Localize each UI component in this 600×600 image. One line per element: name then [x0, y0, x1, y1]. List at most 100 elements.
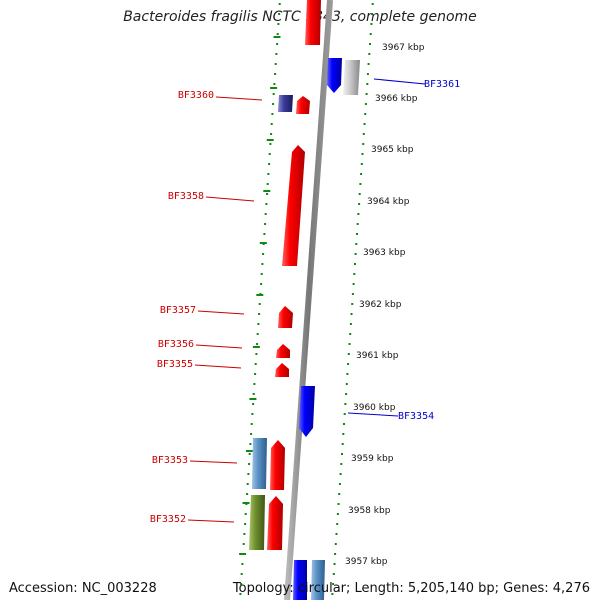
ruler-dot: [332, 573, 335, 575]
scale-label: 3958 kbp: [348, 506, 391, 516]
gene-bf3356[interactable]: [276, 344, 290, 358]
ruler-dot: [349, 323, 352, 325]
gene-label-bf3356[interactable]: BF3356: [158, 339, 194, 350]
label-leaders: [187, 78, 426, 523]
gene-bf3360[interactable]: [296, 96, 310, 114]
ruler-dot: [355, 243, 358, 245]
scale-labels: 3967 kbp 3966 kbp 3965 kbp 3964 kbp 3963…: [345, 43, 425, 567]
gene-label-bf3360[interactable]: BF3360: [178, 90, 214, 101]
ruler-dot: [250, 423, 253, 425]
ruler-dot: [246, 493, 249, 495]
ruler-dot: [269, 143, 272, 145]
ruler-dot: [246, 483, 249, 485]
ruler-dot: [272, 103, 275, 105]
genes: [249, 0, 360, 600]
ruler-dot: [337, 503, 340, 505]
ruler-dot: [332, 583, 335, 585]
ruler-dot: [362, 133, 365, 135]
gene-label-bf3352[interactable]: BF3352: [150, 514, 186, 525]
ruler-dot: [338, 493, 341, 495]
gene-grey[interactable]: [343, 60, 360, 95]
ruler-dot: [267, 173, 270, 175]
ruler-dot: [239, 593, 242, 595]
gene-bf3355[interactable]: [275, 363, 289, 377]
ruler-dot: [362, 143, 365, 145]
gene-label-bf3357[interactable]: BF3357: [160, 305, 196, 316]
ruler-dot: [240, 583, 243, 585]
ruler-dot: [368, 53, 371, 55]
gene-bf3354[interactable]: [299, 386, 315, 437]
ruler-dot: [258, 303, 261, 305]
ruler-dot: [248, 463, 251, 465]
scale-label: 3960 kbp: [353, 403, 396, 413]
gene-olive[interactable]: [249, 495, 265, 550]
scale-label: 3966 kbp: [375, 94, 418, 104]
gene-label-bf3358[interactable]: BF3358: [168, 191, 204, 202]
ruler-dot: [341, 443, 344, 445]
ruler-dot: [336, 513, 339, 515]
ruler-dot: [350, 313, 353, 315]
gene-label-bf3355[interactable]: BF3355: [157, 359, 193, 370]
ruler-dot: [345, 393, 348, 395]
ruler-dot: [366, 83, 369, 85]
ruler-dot: [347, 363, 350, 365]
ruler-dot: [344, 403, 347, 405]
ruler-dot: [371, 3, 374, 5]
gene-bf3352[interactable]: [267, 496, 283, 550]
gene-blue-bottom[interactable]: [293, 560, 307, 600]
ruler-dot: [342, 433, 345, 435]
ruler-dot: [340, 463, 343, 465]
ruler-dot: [264, 223, 267, 225]
ruler-dot: [248, 453, 251, 455]
ruler-dot: [360, 163, 363, 165]
gene-bf3357[interactable]: [278, 306, 293, 328]
ruler-dot: [266, 193, 269, 195]
ruler-dot: [275, 53, 278, 55]
gene-forward-top[interactable]: [305, 0, 321, 45]
ruler-dot: [253, 383, 256, 385]
ruler-dot: [274, 73, 277, 75]
scale-label: 3965 kbp: [371, 145, 414, 155]
ruler-dot: [333, 563, 336, 565]
ruler-dot: [254, 373, 257, 375]
ruler-dot: [254, 363, 257, 365]
ruler-dot: [354, 263, 356, 265]
ruler-dot: [257, 323, 260, 325]
ruler-dot: [276, 33, 279, 35]
ruler-dot: [241, 563, 244, 565]
ruler-dot: [258, 313, 261, 315]
gene-bf3360-box[interactable]: [278, 95, 293, 112]
ruler-dot: [349, 333, 352, 335]
ruler-dot: [268, 153, 271, 155]
ruler-dot: [364, 113, 367, 115]
gene-steel-1[interactable]: [252, 438, 267, 489]
gene-label-bf3361[interactable]: BF3361: [424, 79, 460, 90]
gene-label-bf3353[interactable]: BF3353: [152, 455, 188, 466]
ruler-dot: [252, 403, 255, 405]
ruler-dot: [361, 153, 364, 155]
ruler-dot: [244, 513, 247, 515]
ruler-dot: [263, 233, 266, 235]
ruler-dot: [256, 343, 259, 345]
gene-bf3353[interactable]: [270, 440, 285, 490]
scale-label: 3957 kbp: [345, 557, 388, 567]
ruler-dot: [336, 523, 339, 525]
ruler-dot: [272, 93, 275, 95]
ruler-dot: [243, 533, 246, 535]
ruler-dot: [370, 23, 373, 25]
gene-bf3358[interactable]: [282, 145, 305, 266]
ruler-dot: [371, 13, 373, 15]
ruler-dot: [271, 113, 274, 115]
gene-bf3361[interactable]: [327, 58, 342, 93]
ruler-dot: [278, 13, 281, 15]
gene-label-bf3354[interactable]: BF3354: [398, 411, 434, 422]
ruler-dot: [351, 303, 354, 305]
ruler-dot: [346, 373, 349, 375]
ruler-dot: [276, 43, 279, 45]
ruler-dot: [252, 393, 255, 395]
ruler-dot: [363, 123, 366, 125]
scale-label: 3962 kbp: [359, 300, 402, 310]
ruler-dot: [270, 133, 273, 135]
gene-steel-bottom[interactable]: [311, 560, 325, 600]
ruler-dot: [273, 83, 276, 85]
